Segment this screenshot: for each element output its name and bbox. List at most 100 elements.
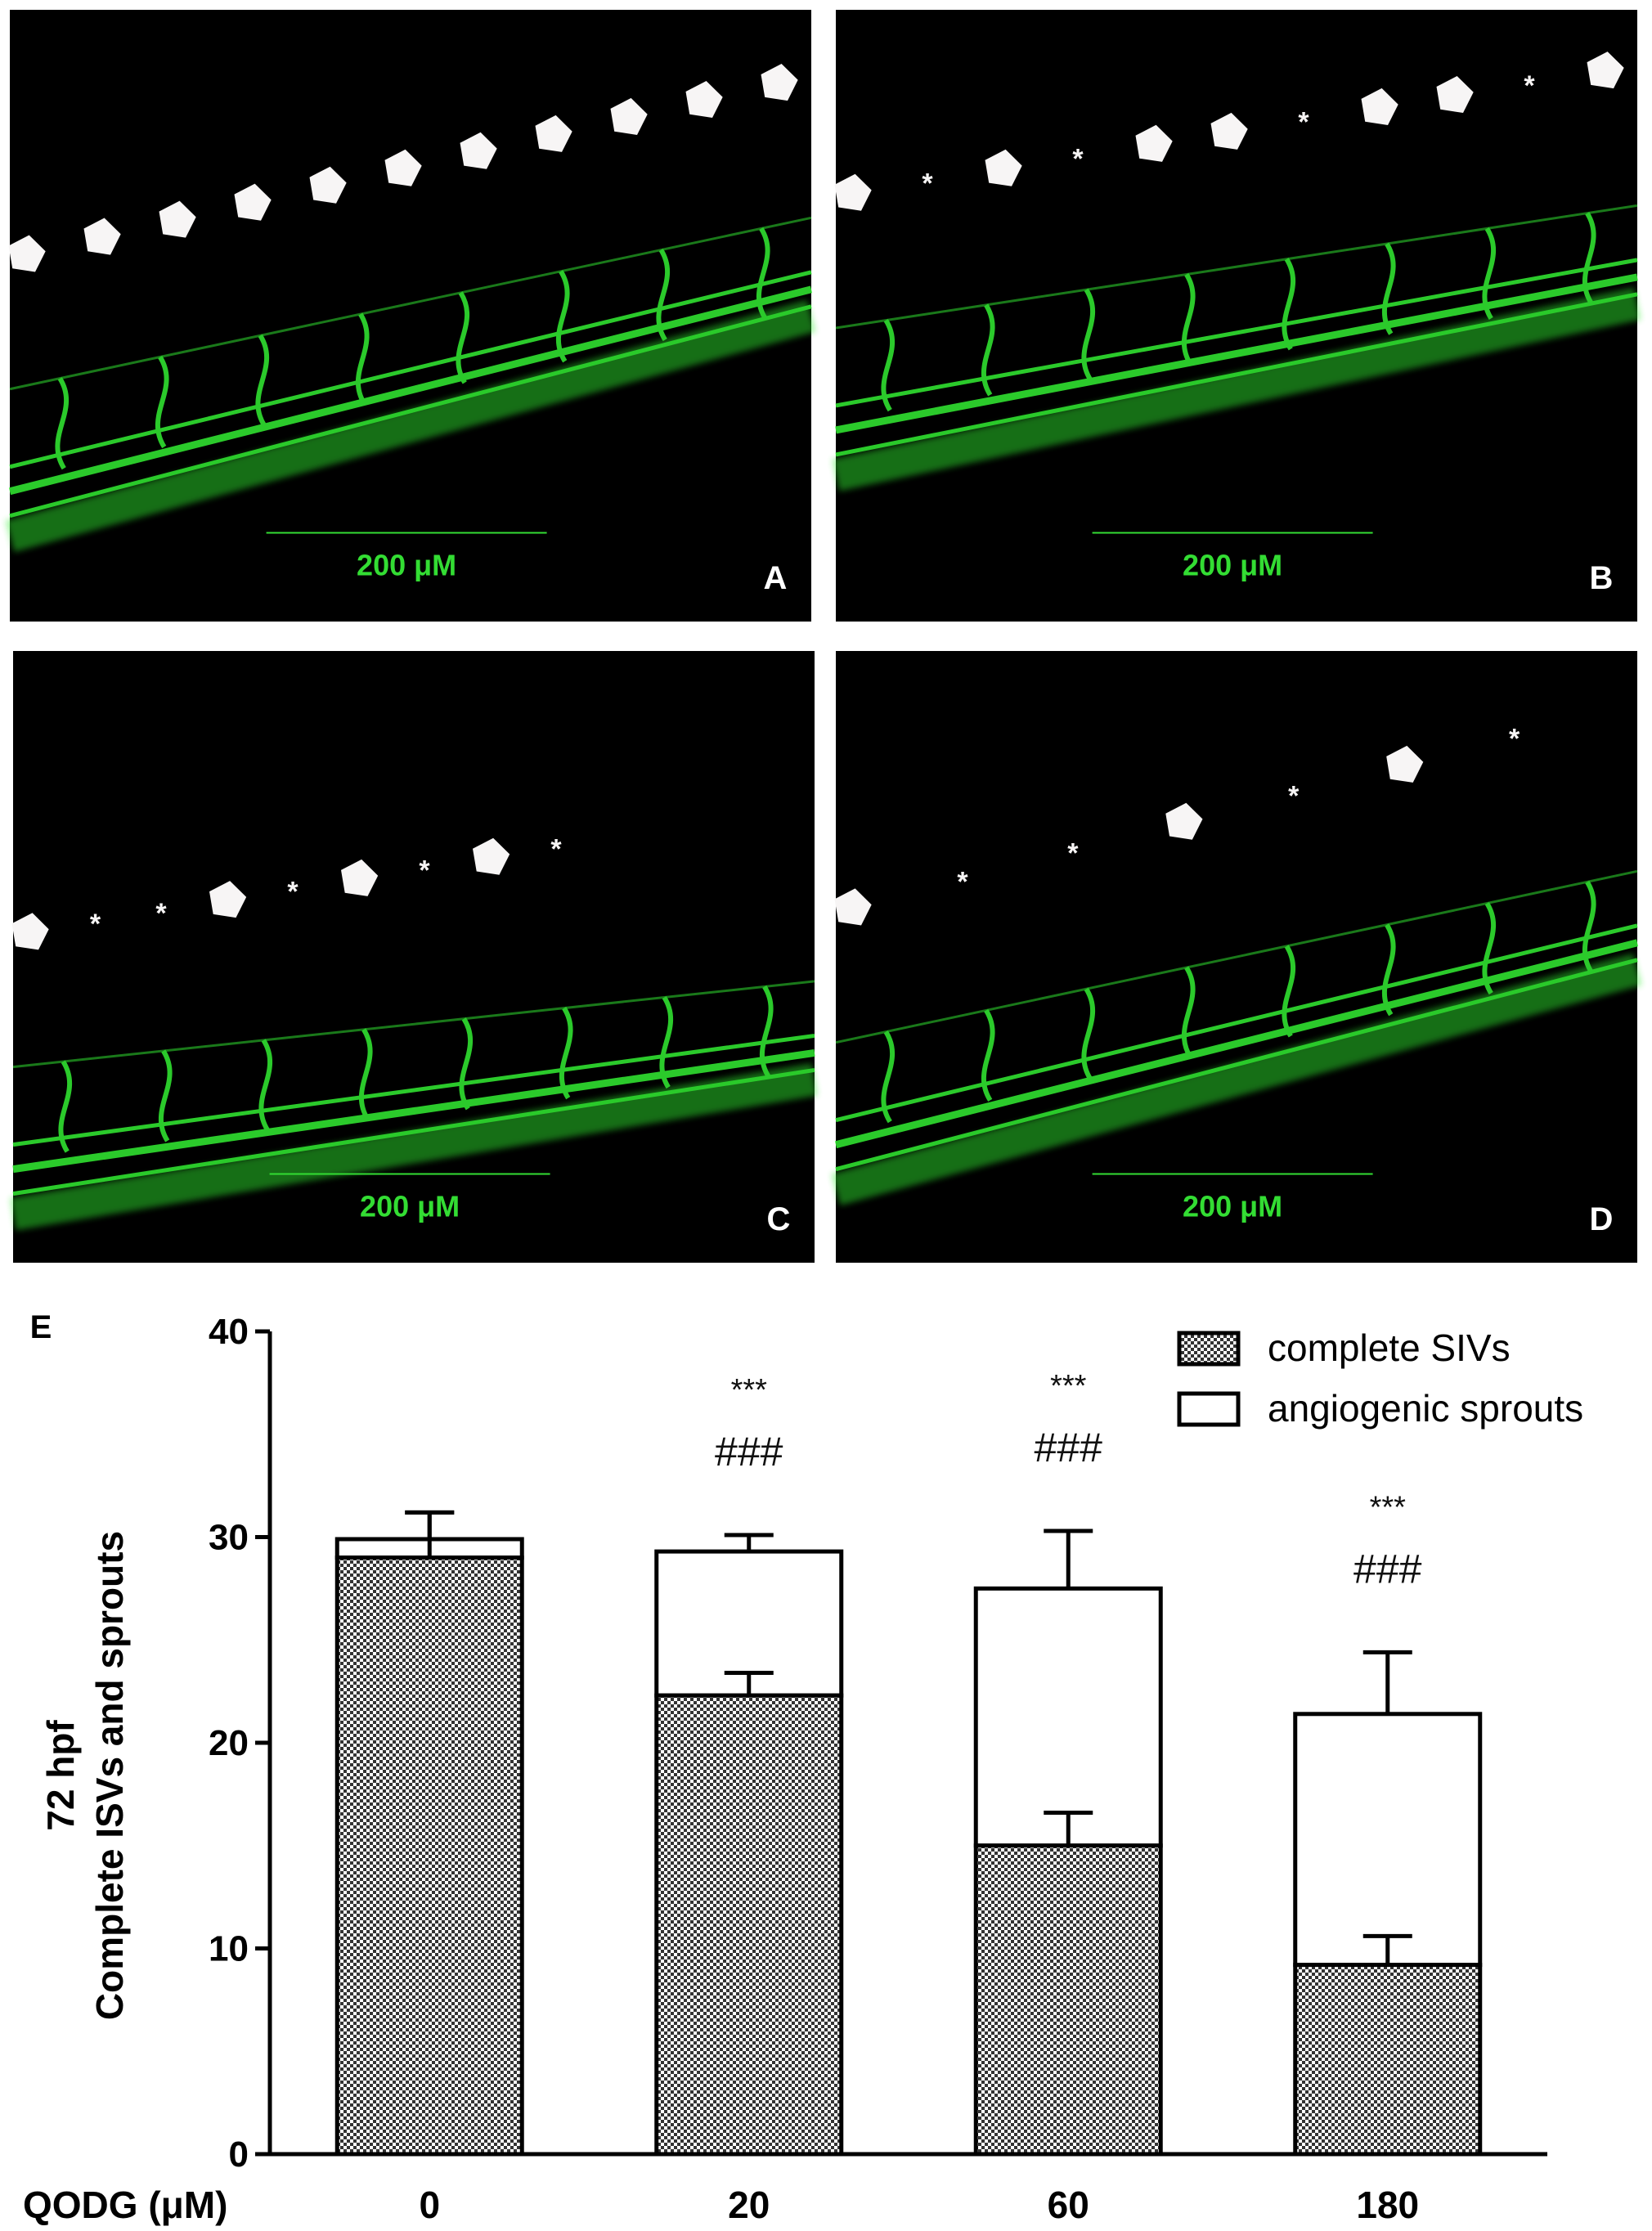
significance-hashes: ### <box>715 1429 783 1475</box>
intersegmental-vessel <box>756 227 770 320</box>
asterisk-marker: * <box>1509 724 1520 755</box>
scale-bar-label: 200 μM <box>357 549 456 582</box>
bar-chart: E 0 10 20 30 40 72 hpf Complete ISVs and sprout… <box>23 1309 1583 2226</box>
vessel-structure <box>10 980 818 1231</box>
panel-background <box>13 651 815 1263</box>
intersegmental-vessel <box>1381 923 1396 1017</box>
dorsal-vessel <box>9 216 812 391</box>
asterisk-marker: * <box>1072 144 1084 175</box>
axial-vessel <box>835 258 1638 408</box>
pentagon-marker <box>209 881 247 918</box>
vessel-structure <box>832 204 1641 492</box>
intersegmental-vessel <box>1081 987 1096 1080</box>
intersegmental-vessel <box>559 1007 573 1100</box>
intersegmental-vessel <box>1181 966 1196 1059</box>
legend-label: complete SIVs <box>1268 1326 1511 1369</box>
pentagon-marker <box>1386 745 1424 783</box>
intersegmental-vessel <box>1081 288 1096 381</box>
intersegmental-vessel <box>459 1017 474 1111</box>
axial-vessel <box>8 285 813 496</box>
pentagon-marker <box>1361 88 1398 125</box>
asterisk-marker: * <box>1067 837 1079 869</box>
pentagon-marker <box>985 149 1022 186</box>
intersegmental-vessel <box>1482 227 1497 320</box>
y-axis-label: 72 hpf Complete ISVs and sprouts <box>39 1531 131 2020</box>
y-tick-label: 20 <box>209 1723 249 1763</box>
pentagon-marker <box>159 200 196 238</box>
asterisk-marker: * <box>90 909 101 940</box>
intersegmental-vessel <box>759 985 774 1079</box>
vessel-structure <box>831 869 1642 1206</box>
y-tick-label: 0 <box>229 2134 249 2175</box>
vessel-plexus <box>831 953 1642 1206</box>
dorsal-vessel <box>835 204 1638 330</box>
intersegmental-vessel <box>1181 272 1196 366</box>
significance-hashes: ### <box>1035 1425 1103 1470</box>
axial-vessel <box>835 923 1638 1123</box>
asterisk-marker: * <box>1288 781 1300 812</box>
vessel-plexus <box>5 300 816 553</box>
asterisk-marker: * <box>155 898 167 929</box>
pentagon-marker <box>1135 124 1173 162</box>
intersegmental-vessel <box>1582 880 1596 973</box>
pentagon-marker <box>685 81 723 118</box>
x-axis-label: QODG (μM) <box>23 2184 227 2226</box>
scale-bar-label: 200 μM <box>1183 1190 1282 1223</box>
intersegmental-vessel <box>1381 242 1396 335</box>
vessel-structure <box>5 216 816 553</box>
intersegmental-vessel <box>656 249 671 342</box>
bar-complete-sivs <box>1293 1963 1483 2157</box>
axial-vessel <box>835 273 1638 434</box>
micrograph-panel-d: * * * * 200 μM D <box>831 651 1642 1263</box>
pentagon-marker <box>341 859 379 896</box>
micrograph-panel-c: * * * * * 200 μM C <box>10 651 818 1263</box>
asterisk-marker: * <box>1298 107 1309 138</box>
axial-vessel <box>9 270 812 469</box>
intersegmental-vessel <box>355 312 370 406</box>
intersegmental-vessel <box>659 995 674 1089</box>
bar-complete-sivs <box>334 1555 524 2157</box>
panel-letter: C <box>767 1201 791 1237</box>
intersegmental-vessel <box>555 270 570 363</box>
pentagon-marker <box>1587 52 1624 89</box>
bar-angiogenic-sprouts <box>973 1586 1163 1848</box>
significance-hashes: ### <box>1353 1546 1422 1591</box>
bar-angiogenic-sprouts <box>1293 1712 1483 1968</box>
intersegmental-vessel <box>255 334 270 427</box>
axial-vessel <box>12 1048 815 1174</box>
scale-bar-label: 200 μM <box>360 1190 460 1223</box>
significance-asterisks: *** <box>1370 1490 1407 1524</box>
pentagon-marker <box>1436 76 1474 113</box>
legend-swatch <box>1177 1391 1241 1427</box>
y-tick-label: 10 <box>209 1929 249 1969</box>
pentagon-marker <box>473 837 510 875</box>
axial-vessel <box>834 939 1639 1149</box>
dorsal-vessel <box>12 980 815 1069</box>
pentagon-marker <box>309 166 347 204</box>
intersegmental-vessel <box>258 1039 273 1132</box>
significance-asterisks: *** <box>1050 1369 1087 1403</box>
intersegmental-vessel <box>881 1030 896 1124</box>
intersegmental-vessel <box>58 1060 73 1153</box>
pentagon-marker <box>834 888 872 926</box>
pentagon-marker <box>610 97 648 135</box>
legend-label: angiogenic sprouts <box>1268 1387 1583 1430</box>
pentagon-marker <box>8 235 46 272</box>
pentagon-marker <box>1165 802 1203 840</box>
intersegmental-vessel <box>158 1049 173 1142</box>
pentagon-marker <box>460 132 497 169</box>
x-tick-label: 20 <box>728 2184 770 2226</box>
vessel-plexus <box>832 287 1641 492</box>
intersegmental-vessel <box>981 1008 995 1102</box>
intersegmental-vessel <box>1282 945 1296 1038</box>
micrograph-panel-a: 200 μM A <box>5 10 816 622</box>
legend: complete SIVs angiogenic sprouts <box>1177 1326 1583 1430</box>
micrograph-panels: 200 μM A * * * * 200 μM B * * * * * 200 μM C * * * * 200 μM… <box>5 10 1642 1263</box>
x-tick-label: 60 <box>1048 2184 1089 2226</box>
intersegmental-vessel <box>155 355 169 449</box>
micrograph-panel-b: * * * * 200 μM B <box>832 10 1641 622</box>
pentagon-marker <box>234 183 272 221</box>
asterisk-marker: * <box>419 855 430 887</box>
intersegmental-vessel <box>1582 212 1596 305</box>
